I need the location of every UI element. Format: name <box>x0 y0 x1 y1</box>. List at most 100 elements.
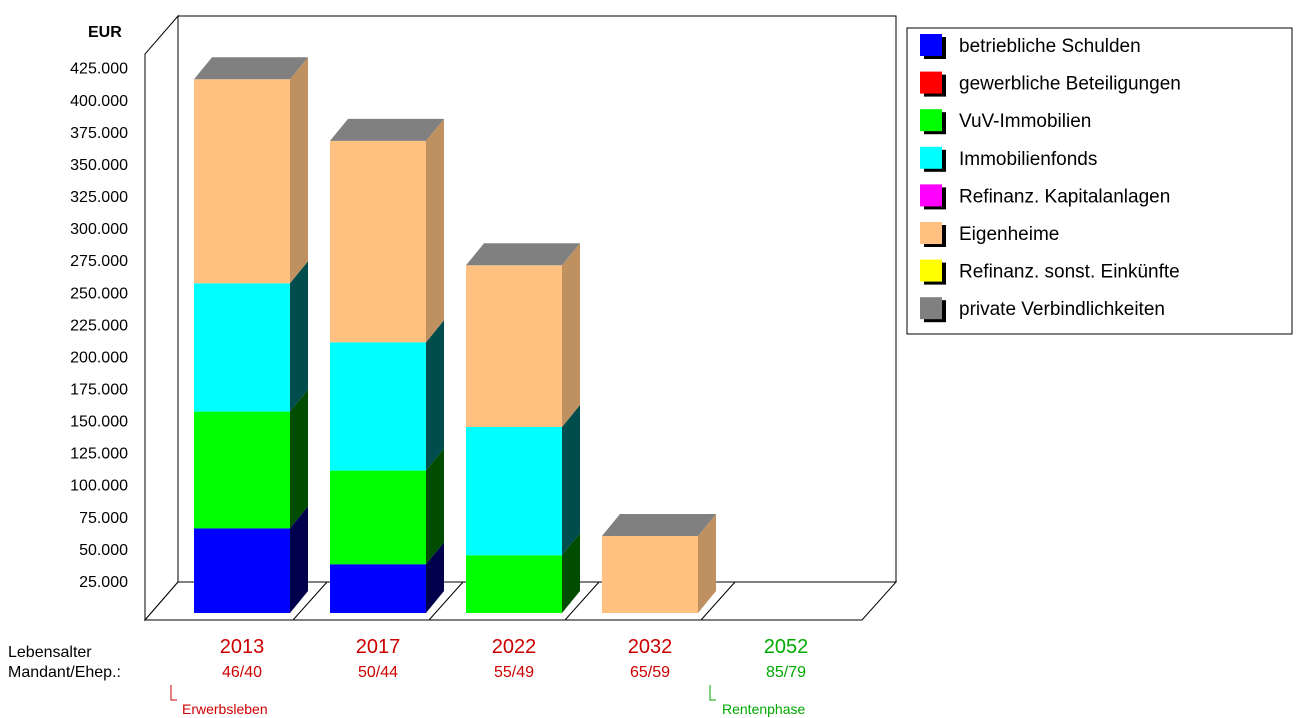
legend-item: Refinanz. sonst. Einkünfte <box>920 259 1180 285</box>
legend-item: Eigenheime <box>920 222 1059 247</box>
floor-dividers <box>292 581 736 621</box>
legend-swatch <box>920 184 942 207</box>
y-tick-label: 250.000 <box>70 285 128 302</box>
bar-2013 <box>194 57 308 613</box>
bar-2022 <box>466 243 580 613</box>
phase-working-bracket <box>170 685 177 701</box>
client-row-label: Mandant/Ehep.: <box>8 664 121 681</box>
y-tick-label: 375.000 <box>70 125 128 142</box>
bar-segment-side <box>290 57 308 284</box>
x-tick-label: 2052 <box>764 636 809 658</box>
legend-swatch <box>920 71 942 94</box>
bar-segment-side <box>290 261 308 412</box>
bar-segment-side <box>562 405 580 556</box>
y-tick-label: 175.000 <box>70 382 128 399</box>
bar-segment-side <box>290 506 308 613</box>
bar-2032 <box>602 514 716 613</box>
floor-divider <box>428 581 464 621</box>
legend-label: Eigenheime <box>959 224 1059 245</box>
bar-segment <box>466 555 562 613</box>
bar-segment <box>466 427 562 556</box>
bar-segment <box>194 283 290 412</box>
y-unit-label: EUR <box>88 24 122 41</box>
bar-segment-side <box>562 533 580 613</box>
legend-label: private Verbindlichkeiten <box>959 299 1165 320</box>
y-axis: 25.000 50.000 75.000 100.000 125.000 150.000 1… <box>70 61 128 591</box>
legend-swatch <box>920 297 942 320</box>
y-tick-label: 300.000 <box>70 221 128 238</box>
bar-top <box>602 514 716 536</box>
bars <box>194 57 716 613</box>
legend-label: VuV-Immobilien <box>959 111 1091 132</box>
y-tick-label: 125.000 <box>70 446 128 463</box>
y-tick-label: 275.000 <box>70 253 128 270</box>
legend: betriebliche Schulden gewerbliche Beteili… <box>906 27 1293 335</box>
legend-item: Refinanz. Kapitalanlagen <box>920 184 1170 210</box>
age-row-label: Lebensalter <box>8 644 92 661</box>
phase-working: Erwerbsleben <box>170 685 268 717</box>
bar-top <box>466 243 580 266</box>
legend-swatch <box>920 34 942 56</box>
y-tick-label: 150.000 <box>70 414 128 431</box>
y-tick-label: 25.000 <box>79 574 128 591</box>
legend-label: gewerbliche Beteiligungen <box>959 74 1181 95</box>
bar-segment <box>330 342 426 471</box>
age-label: 46/40 <box>222 664 262 681</box>
bar-segment <box>330 564 426 613</box>
y-tick-label: 325.000 <box>70 189 128 206</box>
bar-segment <box>330 470 426 565</box>
floor-divider <box>292 581 328 621</box>
bar-segment-side <box>562 243 580 427</box>
legend-swatch <box>920 109 942 132</box>
y-tick-label: 200.000 <box>70 349 128 366</box>
bar-segment <box>194 411 290 529</box>
legend-item: gewerbliche Beteiligungen <box>920 71 1181 97</box>
bar-segment-side <box>698 514 716 613</box>
bar-2017 <box>330 118 444 613</box>
bar-segment <box>194 79 290 284</box>
x-tick-label: 2032 <box>628 636 673 658</box>
y-tick-label: 350.000 <box>70 157 128 174</box>
legend-item: VuV-Immobilien <box>920 109 1091 135</box>
bar-segment-side <box>290 389 308 529</box>
phase-retirement-label: Rentenphase <box>722 701 806 717</box>
bar-segment-side <box>426 118 444 343</box>
x-axis-labels: 2013 46/40 2017 50/44 2022 55/49 2032 65/59 2052… <box>220 636 809 681</box>
bar-top <box>330 118 444 141</box>
y-tick-label: 75.000 <box>79 510 128 527</box>
legend-box <box>906 27 1293 335</box>
left-wall <box>144 14 179 622</box>
age-label: 65/59 <box>630 664 670 681</box>
legend-swatch <box>920 146 942 169</box>
phase-working-label: Erwerbsleben <box>182 701 268 717</box>
legend-item: betriebliche Schulden <box>920 34 1141 59</box>
y-tick-label: 425.000 <box>70 61 128 78</box>
bar-segment <box>194 528 290 613</box>
y-tick-label: 225.000 <box>70 317 128 334</box>
floor-divider <box>700 581 736 621</box>
y-tick-label: 50.000 <box>79 542 128 559</box>
legend-label: Refinanz. Kapitalanlagen <box>959 186 1170 207</box>
phase-retirement: Rentenphase <box>709 685 806 717</box>
bar-segment-side <box>426 542 444 613</box>
legend-item: private Verbindlichkeiten <box>920 297 1165 323</box>
phase-retirement-bracket <box>709 685 716 701</box>
bar-segment <box>466 265 562 427</box>
floor-divider <box>564 581 600 621</box>
y-tick-label: 400.000 <box>70 93 128 110</box>
legend-label: betriebliche Schulden <box>959 36 1141 57</box>
age-label: 50/44 <box>358 664 398 681</box>
legend-item: Immobilienfonds <box>920 146 1097 172</box>
bar-segment <box>602 536 698 613</box>
bar-segment-side <box>426 320 444 471</box>
legend-label: Immobilienfonds <box>959 149 1097 170</box>
legend-label: Refinanz. sonst. Einkünfte <box>959 262 1180 283</box>
x-tick-label: 2022 <box>492 636 537 658</box>
bar-segment-side <box>426 448 444 565</box>
y-tick-label: 100.000 <box>70 478 128 495</box>
x-tick-label: 2017 <box>356 636 401 658</box>
age-label: 85/79 <box>766 664 806 681</box>
bar-top <box>194 57 308 80</box>
bar-segment <box>330 140 426 343</box>
